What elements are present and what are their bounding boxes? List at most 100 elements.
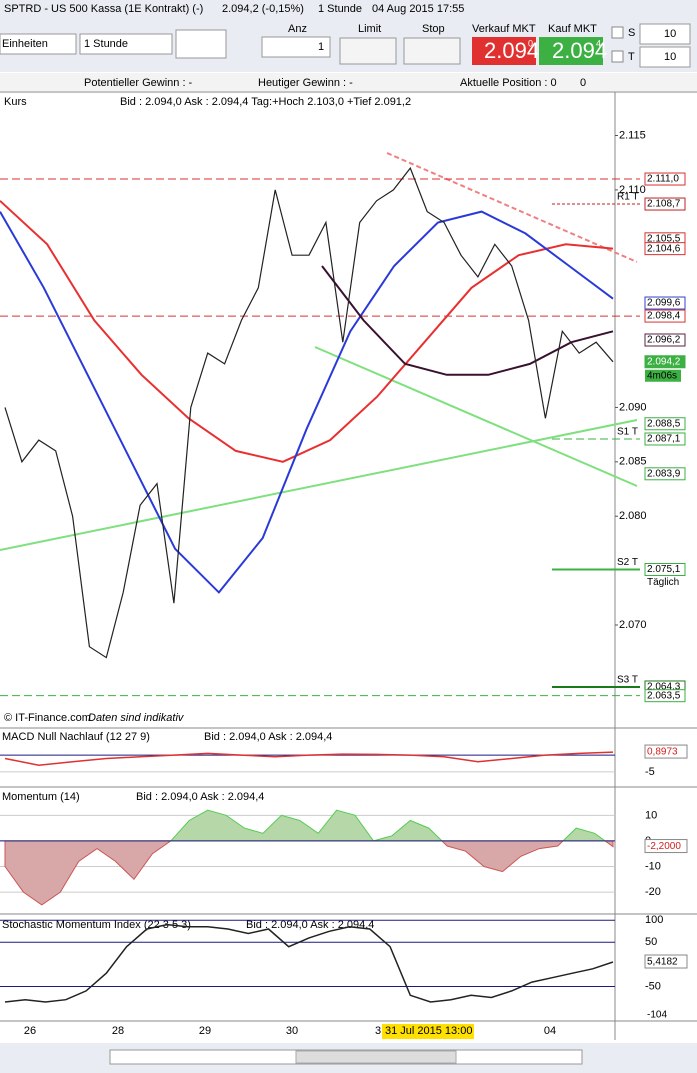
momentum-area [4, 809, 614, 841]
y-tick-label: 2.115 [619, 129, 646, 141]
level-box [644, 309, 686, 323]
trend-line [386, 152, 638, 263]
cursor-box [382, 1024, 474, 1039]
last-box [644, 839, 688, 854]
units: Einheiten [2, 38, 48, 50]
s-input[interactable] [639, 23, 691, 45]
price-name: Kurs [4, 96, 27, 108]
scroll-thumb[interactable] [295, 1050, 457, 1064]
level-box [644, 432, 686, 446]
last-value: 0,8973 [647, 747, 678, 758]
level-box [644, 467, 686, 481]
units-select[interactable] [0, 33, 77, 55]
footer-note: Daten sind indikativ [88, 712, 185, 724]
limit-label: Limit [358, 23, 381, 35]
y-tick-label: 100 [645, 914, 663, 926]
sell-price-small: 0 [528, 38, 533, 48]
s-checkbox[interactable] [611, 26, 624, 39]
level-tag: S1 T [617, 427, 638, 438]
interval-select[interactable] [79, 33, 173, 55]
y-tick-label: 10 [645, 809, 657, 821]
level-label: 2.083,9 [647, 468, 681, 479]
buy-label: Kauf MKT [548, 23, 597, 35]
last-box [644, 954, 688, 969]
qty-input[interactable] [261, 36, 331, 58]
countdown: 4m06s [647, 370, 677, 381]
t-input[interactable] [639, 46, 691, 68]
cursor-label: 31 Jul 2015 13:00 [385, 1025, 472, 1037]
level-box [644, 197, 686, 211]
price-info: Bid : 2.094,0 Ask : 2.094,4 Tag:+Hoch 2.… [120, 96, 411, 108]
moving-average [0, 200, 614, 463]
y-tick-label: -20 [645, 886, 661, 898]
y-tick-label: 2.085 [619, 456, 647, 468]
footer: © IT-Finance.com [4, 712, 91, 724]
indicator-button[interactable] [175, 29, 227, 59]
t-label: T [628, 51, 635, 63]
level-label: 2.064,3 [647, 682, 681, 693]
macd-line [4, 751, 614, 766]
macd-name: MACD Null Nachlauf (12 27 9) [2, 731, 150, 743]
level-label: 2.088,5 [647, 418, 681, 429]
trend-line [0, 419, 638, 551]
level-label: 2.104,6 [647, 243, 681, 254]
x-tick-label: 28 [112, 1025, 124, 1037]
level-label: 2.105,5 [647, 233, 681, 244]
buy-price: 2.094 [552, 38, 607, 63]
x-tick-label: 29 [199, 1025, 211, 1037]
position: Aktuelle Position : 0 [460, 77, 557, 89]
x-tick-label: 26 [24, 1025, 36, 1037]
last-value: 5,4182 [647, 957, 678, 968]
buy-button[interactable] [539, 37, 603, 65]
macd-info: Bid : 2.094,0 Ask : 2.094,4 [204, 731, 332, 743]
level-label: 2.063,5 [647, 690, 681, 701]
x-tick-label: 3 [375, 1025, 381, 1037]
level-box [644, 172, 686, 186]
level-tag: S3 T [617, 675, 638, 686]
sell-price: 2.094 [484, 38, 539, 63]
price-line [4, 166, 614, 659]
momentum-info: Bid : 2.094,0 Ask : 2.094,4 [136, 791, 264, 803]
momentum-name: Momentum (14) [2, 791, 80, 803]
x-tick-label: 04 [544, 1025, 556, 1037]
level-label: 2.108,7 [647, 199, 681, 210]
moving-average [0, 210, 614, 594]
level-box [644, 563, 686, 577]
y-tick-label: -50 [645, 980, 661, 992]
smi-name: Stochastic Momentum Index (22 3 5 3) [2, 919, 191, 931]
level-label: 2.075,1 [647, 564, 681, 575]
level-box [644, 242, 686, 256]
level-label: 2.098,4 [647, 311, 681, 322]
stop-label: Stop [422, 23, 445, 35]
price: 2.094,2 (-0,15%) [222, 3, 304, 15]
t-checkbox[interactable] [611, 50, 624, 63]
level-box [644, 417, 686, 431]
t-value: 10 [664, 51, 676, 63]
today: Heutiger Gewinn : - [258, 77, 353, 89]
last-value: -2,2000 [647, 841, 681, 852]
stop-button[interactable] [403, 37, 461, 65]
sell-button[interactable] [472, 37, 536, 65]
qty: 1 [318, 41, 324, 53]
y-tick-label: -10 [645, 860, 661, 872]
low-value: -104 [647, 1010, 667, 1021]
y-tick-label: 2.070 [619, 619, 647, 631]
s-label: S [628, 27, 635, 39]
level-tag: S2 T [617, 557, 638, 568]
limit-button[interactable] [339, 37, 397, 65]
level-tag: R1 T [617, 192, 639, 203]
level-box [644, 689, 686, 703]
level-label: 2.099,6 [647, 298, 681, 309]
daily: Täglich [647, 577, 679, 588]
position2: 0 [580, 77, 586, 89]
level-box [644, 355, 686, 369]
s-value: 10 [664, 28, 676, 40]
moving-average [321, 265, 614, 376]
trend-line [314, 346, 638, 487]
x-tick-label: 30 [286, 1025, 298, 1037]
qty-label: Anz [288, 23, 307, 35]
level-label: 2.111,0 [647, 174, 679, 185]
level-box [644, 296, 686, 310]
